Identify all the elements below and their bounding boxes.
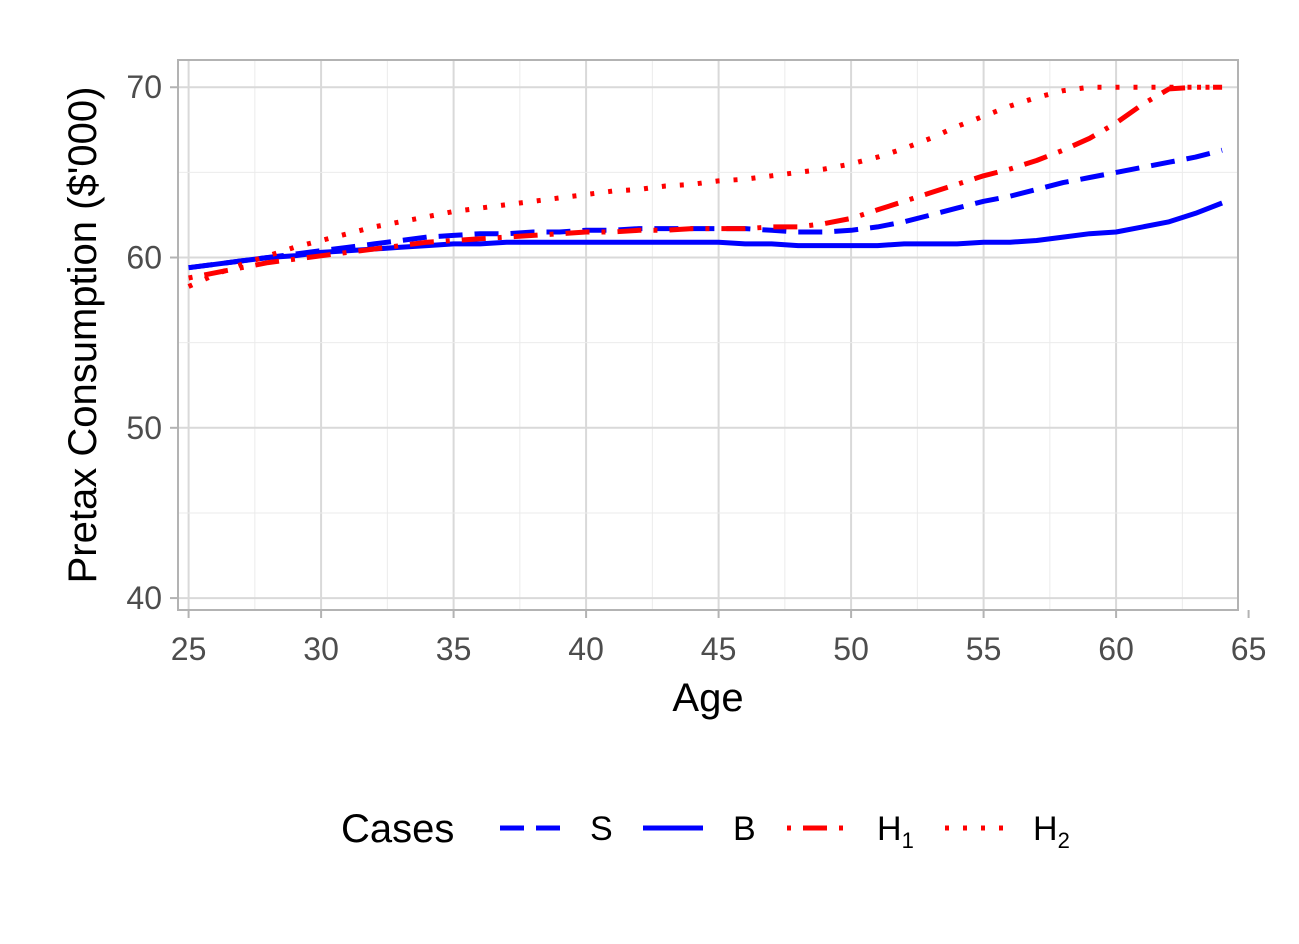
legend: Cases S B H1 H2 [341,807,1070,853]
x-tick-label: 30 [303,631,339,667]
legend-label-h1: H1 [877,810,914,853]
x-tick-label: 35 [436,631,472,667]
series-line-s [188,147,1223,271]
x-tick-label: 60 [1098,631,1134,667]
legend-label-h2: H2 [1033,810,1070,853]
y-axis-label: Pretax Consumption ($'000) [61,87,105,584]
x-tick-label: 25 [171,631,207,667]
grid-lines [178,60,1238,610]
y-tick-label: 60 [126,240,162,276]
series-lines [187,84,1224,289]
y-tick-label: 50 [126,410,162,446]
plot-panel-border [177,59,1239,611]
x-tick-label: 50 [833,631,869,667]
y-tick-label: 40 [126,580,162,616]
series-line-h1 [188,84,1223,281]
x-tick-label: 55 [966,631,1002,667]
x-axis-label: Age [672,676,743,720]
x-tick-label: 65 [1231,631,1267,667]
axis-ticks: 25 30 35 40 45 50 55 60 65 40 50 60 70 [126,69,1266,667]
x-tick-label: 45 [701,631,737,667]
legend-title: Cases [341,807,454,851]
series-line-h2 [187,84,1223,289]
y-tick-label: 70 [126,69,162,105]
legend-label-b: B [733,810,756,848]
x-tick-label: 40 [568,631,604,667]
legend-label-s: S [590,810,613,848]
